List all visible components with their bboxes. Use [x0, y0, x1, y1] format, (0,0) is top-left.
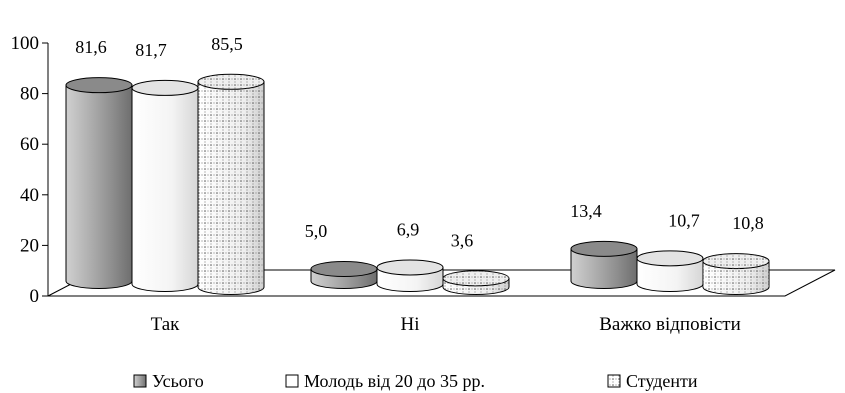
bar-2-2	[702, 253, 770, 295]
y-tick-label: 100	[11, 33, 40, 54]
legend-swatch	[133, 374, 147, 388]
data-label: 85,5	[211, 34, 243, 54]
bar-0-0	[65, 77, 133, 289]
bar-2-1	[636, 250, 704, 292]
legend-label: Молодь від 20 до 35 рр.	[304, 371, 485, 391]
bar-1-1	[376, 259, 444, 292]
bar-1-0	[310, 261, 378, 289]
y-tick-label: 40	[20, 185, 39, 206]
y-tick-label: 20	[20, 235, 39, 256]
data-label: 3,6	[451, 230, 474, 250]
bar-0-2	[197, 73, 265, 295]
legend-label: Усього	[152, 371, 204, 391]
data-label: 10,7	[668, 210, 700, 230]
y-tick-label: 80	[20, 84, 39, 105]
legend-item: Студенти	[607, 371, 698, 391]
data-label: 81,6	[75, 37, 107, 57]
data-label: 81,7	[135, 40, 167, 60]
category-label: Так	[151, 314, 181, 335]
data-label: 6,9	[397, 219, 420, 239]
legend-item: Усього	[133, 371, 204, 391]
legend-swatch	[285, 374, 299, 388]
category-label: Ні	[401, 314, 420, 335]
y-tick-label: 60	[20, 134, 39, 155]
data-label: 5,0	[305, 221, 328, 241]
legend-item: Молодь від 20 до 35 рр.	[285, 371, 485, 391]
data-label: 10,8	[732, 213, 764, 233]
data-label: 13,4	[570, 201, 602, 221]
bar-2-0	[570, 240, 638, 289]
bar-0-1	[131, 79, 199, 292]
y-tick-label: 0	[30, 286, 40, 307]
bar-1-2	[442, 270, 510, 295]
category-label: Важко відповісти	[599, 314, 741, 335]
legend-label: Студенти	[626, 371, 698, 391]
